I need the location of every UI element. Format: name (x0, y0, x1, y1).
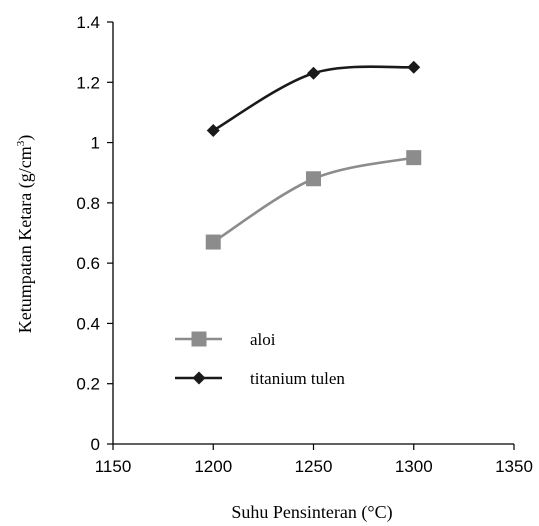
y-tick-label: 0.2 (76, 375, 100, 394)
x-tick-label: 1250 (295, 457, 333, 476)
data-point-aloi (406, 150, 422, 166)
y-axis-title-close: ) (15, 135, 36, 141)
y-tick-label: 1.4 (76, 13, 100, 32)
y-tick-label: 1 (91, 134, 100, 153)
legend-marker-titanium-tulen (192, 371, 206, 385)
series-layer (205, 60, 422, 250)
legend: aloi titanium tulen (175, 330, 345, 388)
data-point-titanium-tulen (407, 60, 421, 74)
y-tick-label: 0.8 (76, 194, 100, 213)
data-point-titanium-tulen (206, 124, 220, 138)
y-axis-title: Ketumpatan Ketara (g/cm3) (15, 135, 36, 333)
x-tick-label: 1200 (194, 457, 232, 476)
y-tick-label: 1.2 (76, 73, 100, 92)
legend-label-titanium-tulen: titanium tulen (250, 369, 345, 388)
data-point-aloi (205, 234, 221, 250)
y-tick-label: 0.6 (76, 254, 100, 273)
y-tick-label: 0.4 (76, 314, 100, 333)
y-tick-label: 0 (91, 435, 100, 454)
series-line-aloi (212, 156, 415, 244)
x-tick-label: 1150 (95, 457, 132, 476)
legend-label-aloi: aloi (250, 330, 276, 349)
y-axis-title-sup: 3 (15, 140, 27, 146)
x-tick-label: 1300 (395, 457, 433, 476)
legend-marker-aloi (191, 331, 207, 347)
x-axis-title: Suhu Pensinteran (°C) (231, 502, 392, 523)
data-point-aloi (306, 171, 321, 187)
axes: 0 0.2 0.4 0.6 0.8 1 1.2 1.4 1150 1200 1250 1300 1350 (76, 13, 533, 476)
x-tick-label: 1350 (495, 457, 533, 476)
data-point-titanium-tulen (307, 66, 320, 80)
y-axis-title-main: Ketumpatan Ketara (g/cm (15, 146, 36, 333)
